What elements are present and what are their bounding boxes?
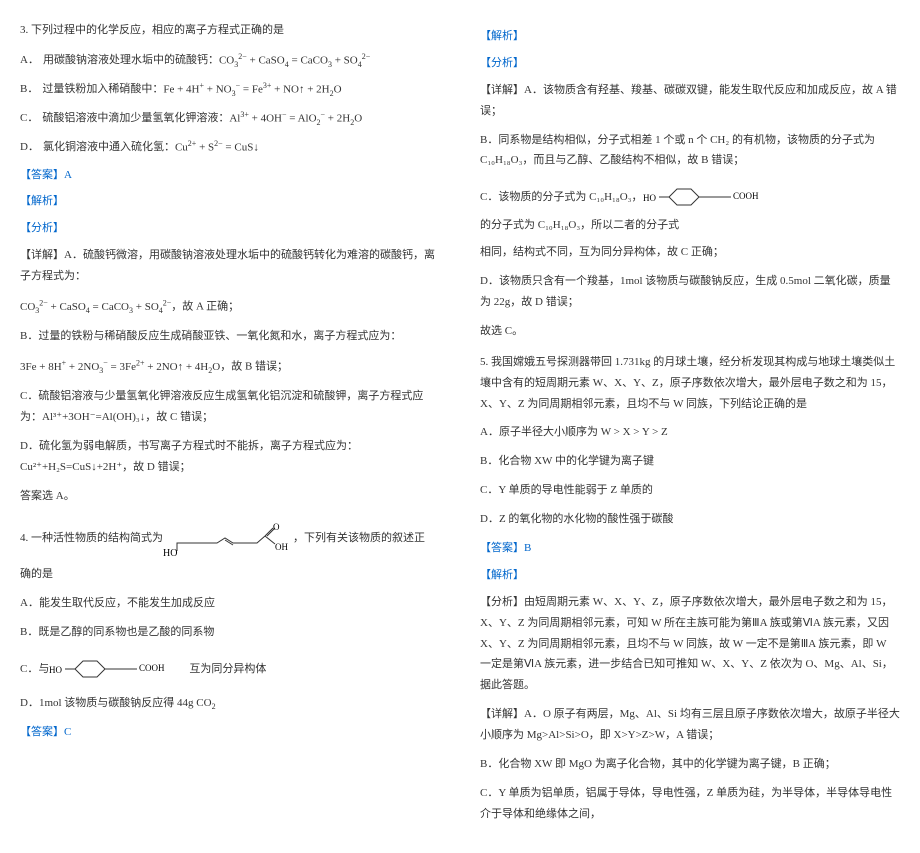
q4-final: 故选 C。: [480, 321, 900, 342]
option-label: A．: [20, 50, 39, 71]
q4-detail-c-line2: 相同，结构式不同，互为同分异构体，故 C 正确；: [480, 242, 900, 263]
option-label: C．: [20, 108, 38, 129]
q3-detail-a: 【详解】A．硫酸钙微溶，用碳酸钠溶液处理水垢中的硫酸钙转化为难溶的碳酸钙，离子方…: [20, 245, 440, 287]
option-text: 硫酸铝溶液中滴加少量氢氧化钾溶液：: [42, 108, 229, 129]
q5-answer: 【答案】B: [480, 538, 900, 559]
q5-stem: 5. 我国嫦娥五号探测器带回 1.731kg 的月球土壤，经分析发现其构成与地球…: [480, 352, 900, 415]
q3-detail-b-eq: 3Fe + 8H+ + 2NO3− = 3Fe2+ + 2NO↑ + 4H2O，…: [20, 355, 440, 378]
q3-option-a: A． 用碳酸钠溶液处理水垢中的硫酸钙： CO32− + CaSO4 = CaCO…: [20, 49, 440, 72]
q3-option-c: C． 硫酸铝溶液中滴加少量氢氧化钾溶液： Al3+ + 4OH− = AlO2−…: [20, 107, 440, 130]
q4-stem-pre: 4. 一种活性物质的结构简式为: [20, 528, 163, 549]
q4-explain: 【解析】: [480, 26, 900, 47]
q3-detail-a-eq: CO32− + CaSO4 = CaCO3 + SO42−，故 A 正确；: [20, 295, 440, 318]
option-label: B．: [20, 79, 38, 100]
option-text: 过量铁粉加入稀硝酸中：: [42, 79, 163, 100]
q4-stem-line2: 确的是: [20, 564, 440, 585]
q3-detail-c: C．硫酸铝溶液与少量氢氧化钾溶液反应生成氢氧化铝沉淀和硫酸钾，离子方程式应为：A…: [20, 386, 440, 428]
q4-detail-d: D．该物质只含有一个羧基，1mol 该物质与碳酸钠反应，生成 0.5mol 二氧…: [480, 271, 900, 313]
detail-pre: C．该物质的分子式为 C₁₀H₁₈O₃，: [480, 187, 643, 208]
q4-option-c: C．与 HO COOH 互为同分异构体: [20, 651, 440, 687]
q5-option-c: C．Y 单质的导电性能弱于 Z 单质的: [480, 480, 900, 501]
q3-option-b: B． 过量铁粉加入稀硝酸中： Fe + 4H+ + NO3− = Fe3+ + …: [20, 78, 440, 101]
q5-detail-b: B．化合物 XW 即 MgO 为离子化合物，其中的化学键为离子键，B 正确；: [480, 754, 900, 775]
q3-stem: 3. 下列过程中的化学反应，相应的离子方程式正确的是: [20, 20, 440, 41]
right-column: 【解析】 【分析】 【详解】A．该物质含有羟基、羧基、碳碳双键，能发生取代反应和…: [480, 20, 900, 833]
molecule-structure-icon: HO O OH: [163, 518, 293, 558]
svg-text:HO: HO: [49, 665, 62, 675]
q4-detail-a: 【详解】A．该物质含有羟基、羧基、碳碳双键，能发生取代反应和加成反应，故 A 错…: [480, 80, 900, 122]
q5-option-d: D．Z 的氧化物的水化物的酸性强于碳酸: [480, 509, 900, 530]
svg-text:HO: HO: [163, 548, 177, 558]
equation: Al3+ + 4OH− = AlO2− + 2H2O: [229, 107, 362, 130]
equation: CO32− + CaSO4 = CaCO3 + SO42−: [219, 49, 370, 72]
q5-explain: 【解析】: [480, 565, 900, 586]
left-column: 3. 下列过程中的化学反应，相应的离子方程式正确的是 A． 用碳酸钠溶液处理水垢…: [20, 20, 440, 833]
svg-text:OH: OH: [275, 542, 288, 552]
svg-text:O: O: [273, 522, 280, 532]
q4-option-d: D．1mol 该物质与碳酸钠反应得 44g CO2: [20, 693, 440, 714]
q3-option-d: D． 氯化铜溶液中通入硫化氢： Cu2+ + S2− = CuS↓: [20, 136, 440, 159]
q4-detail-c: C．该物质的分子式为 C₁₀H₁₈O₃， HO COOH 的分子式为 C₁₀H₁…: [480, 179, 900, 236]
q4-stem-post: ，下列有关该物质的叙述正: [293, 528, 425, 549]
q3-detail-d: D．硫化氢为弱电解质，书写离子方程式时不能拆，离子方程式应为：Cu²⁺+H₂S=…: [20, 436, 440, 478]
q4-detail-b: B．同系物是结构相似，分子式相差 1 个或 n 个 CH₂ 的有机物，该物质的分…: [480, 130, 900, 172]
q4-option-b: B．既是乙醇的同系物也是乙酸的同系物: [20, 622, 440, 643]
equation: Fe + 4H+ + NO3− = Fe3+ + NO↑ + 2H2O: [163, 78, 341, 101]
q3-analysis: 【分析】: [20, 218, 440, 239]
svg-text:COOH: COOH: [733, 191, 759, 201]
q4-stem: 4. 一种活性物质的结构简式为 HO O OH ，下列有关该物质的叙述正: [20, 518, 440, 558]
option-text: 氯化铜溶液中通入硫化氢：: [43, 137, 175, 158]
svg-text:COOH: COOH: [139, 663, 165, 673]
q5-option-b: B．化合物 XW 中的化学键为离子键: [480, 451, 900, 472]
svg-text:HO: HO: [643, 193, 656, 203]
option-label: D．: [20, 137, 39, 158]
q5-detail-a: 【详解】A．O 原子有两层，Mg、Al、Si 均有三层且原子序数依次增大，故原子…: [480, 704, 900, 746]
q4-option-a: A．能发生取代反应，不能发生加成反应: [20, 593, 440, 614]
option-label: C．与: [20, 659, 49, 680]
detail-post: 的分子式为 C₁₀H₁₈O₃，所以二者的分子式: [480, 215, 679, 236]
molecule-structure-icon: HO COOH: [49, 651, 189, 687]
q5-option-a: A．原子半径大小顺序为 W > X > Y > Z: [480, 422, 900, 443]
q4-analysis: 【分析】: [480, 53, 900, 74]
option-text: 用碳酸钠溶液处理水垢中的硫酸钙：: [43, 50, 219, 71]
q5-analysis: 【分析】由短周期元素 W、X、Y、Z，原子序数依次增大，最外层电子数之和为 15…: [480, 592, 900, 696]
q3-answer: 【答案】A: [20, 165, 440, 186]
q3-detail-b: B．过量的铁粉与稀硝酸反应生成硝酸亚铁、一氧化氮和水，离子方程式应为：: [20, 326, 440, 347]
molecule-structure-icon: HO COOH: [643, 179, 783, 215]
q5-detail-c: C．Y 单质为铝单质，铝属于导体，导电性强，Z 单质为硅，为半导体，半导体导电性…: [480, 783, 900, 825]
q3-explain: 【解析】: [20, 191, 440, 212]
option-post: 互为同分异构体: [189, 659, 266, 680]
q4-answer: 【答案】C: [20, 722, 440, 743]
equation: Cu2+ + S2− = CuS↓: [175, 136, 259, 159]
q3-final: 答案选 A。: [20, 486, 440, 507]
